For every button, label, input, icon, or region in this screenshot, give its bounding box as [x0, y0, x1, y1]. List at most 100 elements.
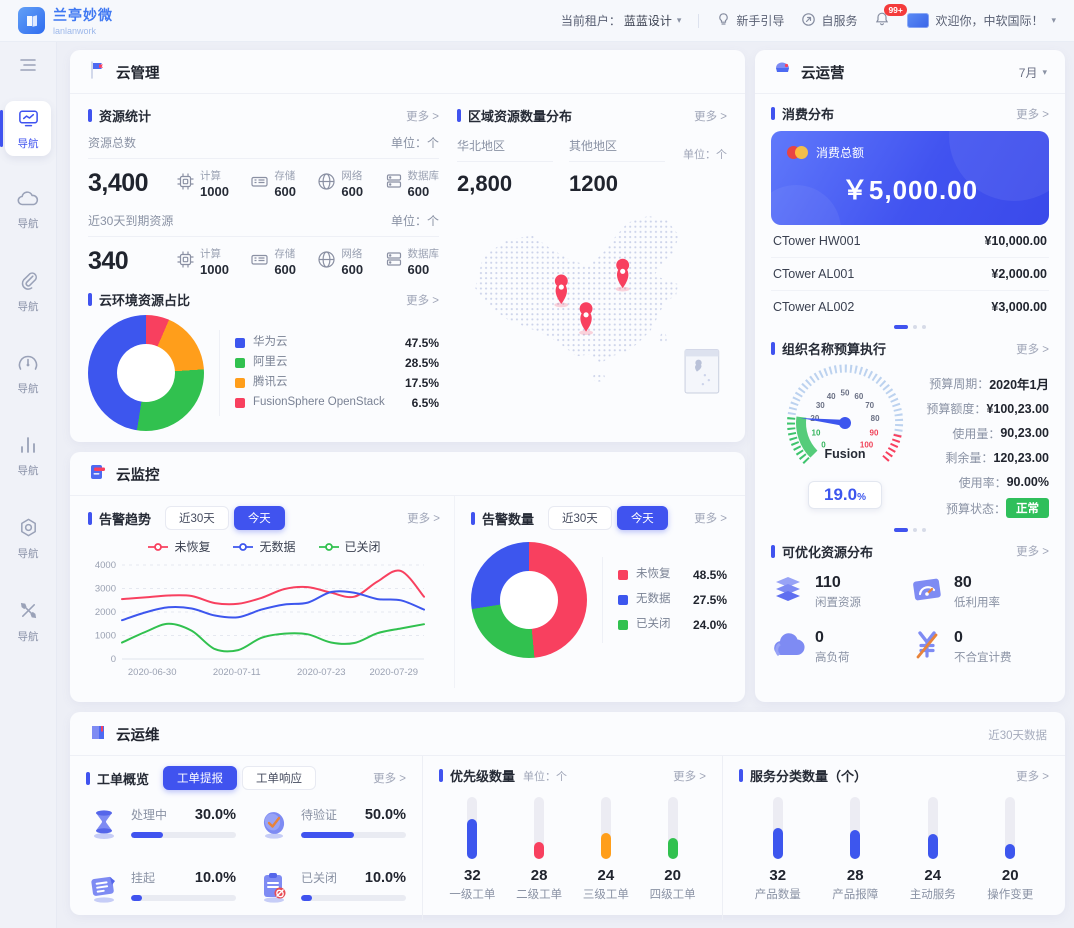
more-link[interactable]: 更多 > — [694, 513, 727, 525]
notifications-button[interactable]: 99+ — [874, 4, 907, 30]
self-service-button[interactable]: 自服务 — [801, 12, 857, 30]
tab-今天[interactable]: 今天 — [616, 506, 668, 530]
app-logo[interactable]: 兰亭妙微 lanlanwork — [18, 5, 113, 36]
ticket-progress-fill — [131, 832, 163, 838]
optimizable-text: 0 不合宜计费 — [954, 629, 1012, 665]
notification-badge: 99+ — [884, 4, 907, 16]
consumption-value: ¥2,000.00 — [991, 267, 1047, 281]
more-link[interactable]: 更多 > — [407, 513, 440, 525]
budget-status-row: 预算状态： 正常 — [919, 498, 1049, 518]
stat-total: 340 — [88, 247, 129, 275]
tab-近30天[interactable]: 近30天 — [548, 506, 612, 530]
vbar-item: 24 主动服务 — [910, 797, 956, 902]
section-title: 资源统计 — [99, 109, 152, 124]
pagination-dots[interactable] — [771, 325, 1049, 329]
consumption-row[interactable]: CTower AL002 ¥3,000.00 — [771, 291, 1049, 323]
user-menu[interactable]: 欢迎你，中软国际！ ▾ — [907, 12, 1056, 29]
legend-value: 24.0% — [692, 618, 727, 632]
svg-text:50: 50 — [841, 389, 850, 398]
monitor-chart-icon — [17, 110, 40, 132]
more-link[interactable]: 更多 > — [694, 110, 727, 123]
sidebar-item[interactable]: 导航 — [5, 593, 51, 649]
optimizable-value: 110 — [815, 574, 841, 592]
more-link[interactable]: 更多 > — [673, 770, 706, 783]
sidebar-item[interactable]: 导航 — [5, 428, 51, 483]
consumption-row[interactable]: CTower HW001 ¥10,000.00 — [771, 225, 1049, 258]
vbar-label: 四级工单 — [649, 889, 696, 901]
legend-swatch — [618, 570, 628, 580]
svg-text:2020-06-30: 2020-06-30 — [128, 667, 177, 678]
card-title: 云监控 — [116, 468, 160, 484]
bar-chart-icon — [18, 437, 38, 459]
tab-近30天[interactable]: 近30天 — [165, 506, 229, 530]
vbar-item: 32 一级工单 — [449, 797, 495, 902]
cloud-monitor-icon — [88, 462, 108, 487]
more-link[interactable]: 更多 > — [1016, 343, 1049, 356]
sidebar-item[interactable]: 导航 — [0, 101, 51, 156]
china-map-shape — [475, 215, 680, 364]
guide-button[interactable]: 新手引导 — [716, 12, 784, 30]
month-selector[interactable]: 7月 ▾ — [1019, 64, 1047, 81]
stat-group-label: 近30天到期资源 — [88, 214, 174, 228]
stat-mini-name: 网络 — [341, 248, 363, 260]
vbar-fill — [667, 837, 678, 859]
map-pin — [579, 302, 593, 336]
section-marker — [471, 511, 475, 525]
svg-text:0: 0 — [111, 654, 116, 665]
svg-text:2000: 2000 — [95, 607, 116, 618]
ticket-label: 待验证 — [301, 808, 338, 822]
consumption-row[interactable]: CTower AL001 ¥2,000.00 — [771, 258, 1049, 291]
status-badge: 正常 — [1006, 498, 1049, 518]
stat-mini-item: 存储 600 — [250, 168, 296, 199]
suspended-icon — [86, 869, 122, 910]
sidebar-item[interactable]: 导航 — [5, 183, 51, 236]
improper-billing-icon — [910, 628, 944, 667]
sidebar-item[interactable]: 导航 — [5, 346, 51, 401]
vbar-value: 32 — [769, 867, 787, 884]
alarm-count-donut-chart — [471, 542, 587, 658]
legend-swatch — [235, 358, 245, 368]
logo-icon — [18, 7, 45, 34]
more-link[interactable]: 更多 > — [1016, 108, 1049, 121]
sidebar-collapse-button[interactable] — [16, 58, 40, 77]
legend-item-未恢复: 未恢复 — [147, 538, 210, 555]
budget-stat-label: 剩余量： — [945, 451, 994, 465]
trend-tab-group: 近30天 今天 — [165, 506, 285, 530]
closed-icon — [256, 869, 292, 910]
more-link[interactable]: 更多 > — [406, 294, 439, 307]
stat-mini-text: 计算 1000 — [200, 246, 229, 277]
vbar-value: 20 — [664, 867, 681, 884]
sidebar-item-label: 导航 — [17, 383, 39, 395]
consumption-name: CTower AL002 — [773, 300, 855, 314]
sidebar-item[interactable]: 导航 — [5, 510, 51, 566]
stat-mini-value: 600 — [274, 184, 297, 199]
paperclip-icon — [18, 272, 39, 295]
more-link[interactable]: 更多 > — [1016, 546, 1049, 558]
tenant-selector[interactable]: 当前租户： 蓝蓝设计 ▾ — [561, 12, 682, 29]
legend-label: 已关闭 — [344, 540, 381, 554]
pagination-dots[interactable] — [771, 527, 1049, 532]
legend-swatch — [235, 338, 245, 348]
verified-icon — [256, 806, 292, 847]
stat-mini-name: 计算 — [200, 170, 221, 182]
section-marker — [88, 293, 92, 306]
svg-text:90: 90 — [870, 428, 879, 437]
budget-stat-label: 使用量： — [952, 426, 1001, 441]
legend-item: FusionSphere OpenStack 6.5% — [235, 396, 439, 410]
tab-工单响应[interactable]: 工单响应 — [242, 766, 317, 790]
sidebar-item[interactable]: 导航 — [5, 263, 51, 319]
hainan-island — [592, 372, 605, 382]
ticket-top: 处理中 30.0% — [131, 806, 236, 823]
sidebar-item-label: 导航 — [17, 465, 39, 477]
consumption-total-value: ￥5,000.00 — [841, 175, 979, 205]
more-link[interactable]: 更多 > — [373, 773, 406, 785]
tab-工单提报[interactable]: 工单提报 — [163, 766, 238, 790]
stat-mini-text: 网络 600 — [341, 168, 363, 199]
more-link[interactable]: 更多 > — [1016, 770, 1049, 783]
more-link[interactable]: 更多 > — [406, 110, 439, 123]
legend-value: 6.5% — [411, 396, 439, 410]
map-pin — [554, 274, 569, 308]
tab-今天[interactable]: 今天 — [233, 506, 285, 530]
ticket-value: 10.0% — [364, 870, 406, 886]
consumption-list: CTower HW001 ¥10,000.00 CTower AL001 ¥2,000… — [771, 225, 1049, 323]
